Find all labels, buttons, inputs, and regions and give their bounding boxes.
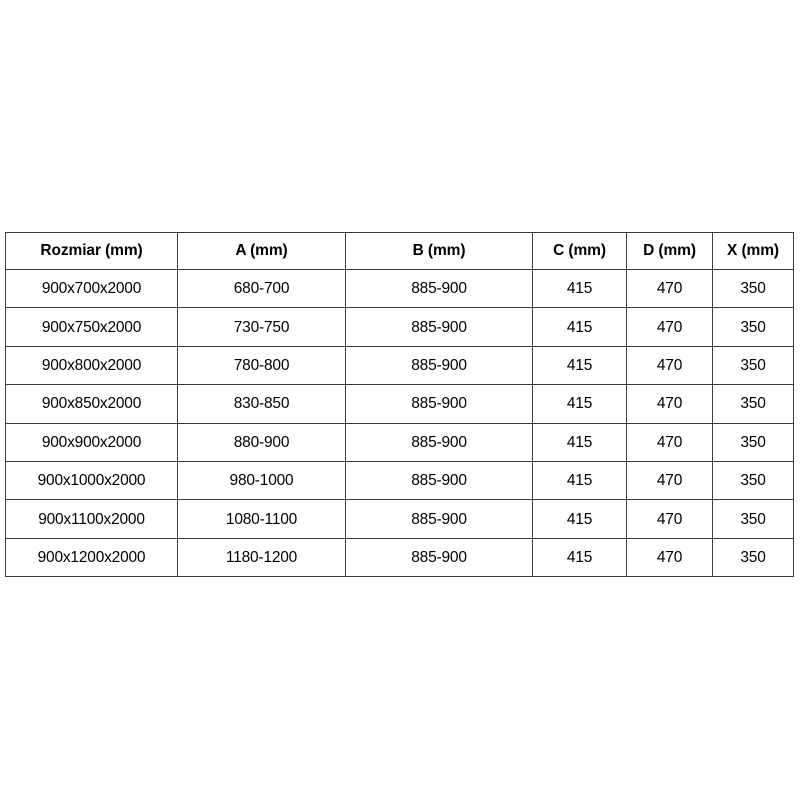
column-header-c: C (mm) bbox=[532, 232, 627, 270]
table-header: Rozmiar (mm) A (mm) B (mm) C (mm) D (mm)… bbox=[5, 232, 794, 270]
cell-c: 415 bbox=[532, 307, 627, 347]
cell-d: 470 bbox=[626, 422, 713, 462]
cell-d: 470 bbox=[626, 307, 713, 347]
table-row: 900x1200x2000 1180-1200 885-900 415 470 … bbox=[5, 537, 794, 578]
dimensions-table-container: Rozmiar (mm) A (mm) B (mm) C (mm) D (mm)… bbox=[5, 232, 794, 578]
cell-b: 885-900 bbox=[345, 384, 533, 424]
cell-c: 415 bbox=[532, 268, 627, 309]
table-row: 900x1000x2000 980-1000 885-900 415 470 3… bbox=[5, 460, 794, 501]
cell-x: 350 bbox=[712, 422, 794, 462]
cell-a: 1080-1100 bbox=[177, 499, 346, 539]
cell-size: 900x850x2000 bbox=[5, 384, 178, 424]
cell-x: 350 bbox=[712, 499, 794, 539]
cell-d: 470 bbox=[626, 537, 713, 578]
cell-b: 885-900 bbox=[345, 307, 533, 347]
cell-d: 470 bbox=[626, 499, 713, 539]
cell-x: 350 bbox=[712, 460, 794, 501]
table-body: 900x700x2000 680-700 885-900 415 470 350… bbox=[5, 268, 794, 578]
table-row: 900x750x2000 730-750 885-900 415 470 350 bbox=[5, 307, 794, 347]
column-header-x: X (mm) bbox=[712, 232, 794, 270]
cell-x: 350 bbox=[712, 537, 794, 578]
column-header-d: D (mm) bbox=[626, 232, 713, 270]
cell-a: 830-850 bbox=[177, 384, 346, 424]
cell-a: 780-800 bbox=[177, 345, 346, 386]
cell-b: 885-900 bbox=[345, 345, 533, 386]
cell-size: 900x700x2000 bbox=[5, 268, 178, 309]
cell-a: 1180-1200 bbox=[177, 537, 346, 578]
column-header-b: B (mm) bbox=[345, 232, 533, 270]
cell-x: 350 bbox=[712, 268, 794, 309]
cell-c: 415 bbox=[532, 422, 627, 462]
table-row: 900x900x2000 880-900 885-900 415 470 350 bbox=[5, 422, 794, 462]
cell-d: 470 bbox=[626, 384, 713, 424]
cell-size: 900x750x2000 bbox=[5, 307, 178, 347]
cell-c: 415 bbox=[532, 499, 627, 539]
cell-x: 350 bbox=[712, 345, 794, 386]
cell-a: 880-900 bbox=[177, 422, 346, 462]
table-row: 900x800x2000 780-800 885-900 415 470 350 bbox=[5, 345, 794, 386]
cell-d: 470 bbox=[626, 268, 713, 309]
cell-c: 415 bbox=[532, 537, 627, 578]
cell-size: 900x800x2000 bbox=[5, 345, 178, 386]
column-header-a: A (mm) bbox=[177, 232, 346, 270]
cell-d: 470 bbox=[626, 345, 713, 386]
cell-b: 885-900 bbox=[345, 499, 533, 539]
table-row: 900x850x2000 830-850 885-900 415 470 350 bbox=[5, 384, 794, 424]
cell-x: 350 bbox=[712, 307, 794, 347]
cell-size: 900x1100x2000 bbox=[5, 499, 178, 539]
cell-c: 415 bbox=[532, 345, 627, 386]
cell-c: 415 bbox=[532, 460, 627, 501]
cell-a: 730-750 bbox=[177, 307, 346, 347]
table-header-row: Rozmiar (mm) A (mm) B (mm) C (mm) D (mm)… bbox=[5, 232, 794, 270]
cell-b: 885-900 bbox=[345, 422, 533, 462]
cell-size: 900x1000x2000 bbox=[5, 460, 178, 501]
cell-b: 885-900 bbox=[345, 460, 533, 501]
cell-a: 980-1000 bbox=[177, 460, 346, 501]
cell-size: 900x1200x2000 bbox=[5, 537, 178, 578]
cell-c: 415 bbox=[532, 384, 627, 424]
dimensions-table: Rozmiar (mm) A (mm) B (mm) C (mm) D (mm)… bbox=[5, 232, 794, 578]
cell-x: 350 bbox=[712, 384, 794, 424]
column-header-size: Rozmiar (mm) bbox=[5, 232, 178, 270]
cell-d: 470 bbox=[626, 460, 713, 501]
cell-size: 900x900x2000 bbox=[5, 422, 178, 462]
cell-b: 885-900 bbox=[345, 537, 533, 578]
table-row: 900x1100x2000 1080-1100 885-900 415 470 … bbox=[5, 499, 794, 539]
cell-a: 680-700 bbox=[177, 268, 346, 309]
table-row: 900x700x2000 680-700 885-900 415 470 350 bbox=[5, 268, 794, 309]
cell-b: 885-900 bbox=[345, 268, 533, 309]
